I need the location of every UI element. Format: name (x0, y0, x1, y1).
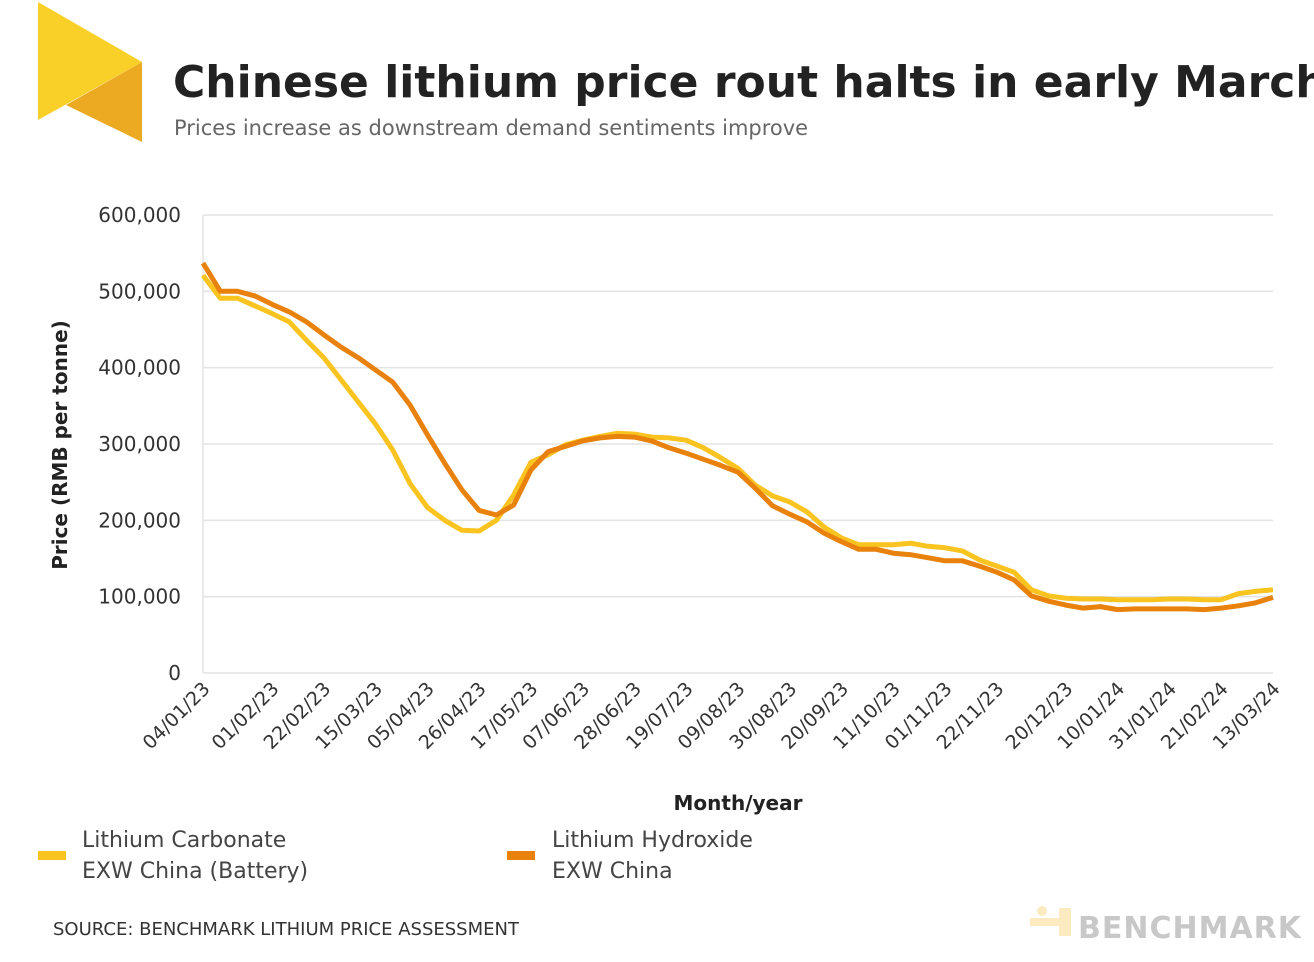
y-tick-label: 200,000 (98, 508, 181, 532)
legend-label-line2: EXW China (552, 859, 673, 884)
series-line-carbonate (201, 273, 1274, 603)
logo-light-shape (38, 2, 142, 120)
legend-item-hydroxide: Lithium Hydroxide EXW China (507, 828, 753, 884)
y-tick-label: 0 (168, 661, 181, 685)
y-tick-label: 600,000 (98, 203, 181, 227)
y-tick-label: 400,000 (98, 356, 181, 380)
legend-swatch-hydroxide (507, 851, 535, 860)
benchmark-brand-text: BENCHMARK (1078, 911, 1303, 946)
gridlines (202, 214, 1273, 674)
legend-label-line1: Lithium Hydroxide (552, 828, 753, 853)
watermark-bar-icon (1030, 918, 1070, 926)
legend-label-line2: EXW China (Battery) (82, 859, 308, 884)
y-axis-ticks: 0 100,000 200,000 300,000 400,000 500,000 600,… (98, 203, 181, 685)
source-note: SOURCE: BENCHMARK LITHIUM PRICE ASSESSME… (53, 919, 520, 940)
chart-title: Chinese lithium price rout halts in earl… (173, 57, 1314, 108)
brand-logo (38, 2, 142, 142)
x-tick-label: 04/01/23 (139, 678, 215, 754)
benchmark-watermark (1030, 906, 1071, 936)
legend-label-line1: Lithium Carbonate (82, 828, 286, 853)
x-axis-ticks: 04/01/2301/02/2322/02/2315/03/2305/04/23… (139, 678, 1285, 754)
logo-dark-shape (66, 62, 142, 142)
y-tick-label: 100,000 (98, 585, 181, 609)
y-axis-title: Price (RMB per tonne) (48, 320, 72, 570)
legend-swatch-carbonate (38, 851, 66, 860)
series-lines (200, 261, 1274, 613)
chart-subtitle: Prices increase as downstream demand sen… (174, 116, 808, 140)
y-tick-label: 500,000 (98, 279, 181, 303)
watermark-dot-icon (1037, 906, 1047, 916)
x-axis-title: Month/year (674, 791, 803, 815)
watermark-stem-icon (1059, 908, 1071, 936)
legend-item-carbonate: Lithium Carbonate EXW China (Battery) (38, 828, 308, 884)
legend: Lithium Carbonate EXW China (Battery) Li… (38, 828, 753, 884)
y-tick-label: 300,000 (98, 432, 181, 456)
series-line-hydroxide (200, 261, 1274, 613)
